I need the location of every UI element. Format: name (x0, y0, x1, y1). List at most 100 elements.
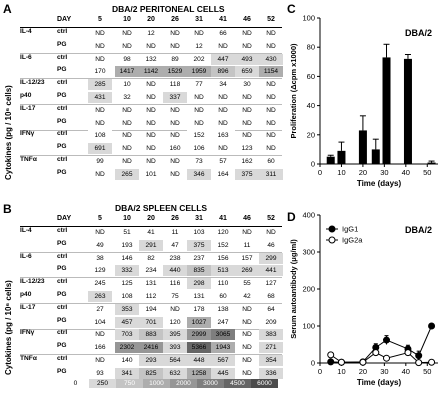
table-a-row: PG ND ND ND ND 12 ND ND ND (20, 41, 282, 52)
table-a-cell: ND (218, 119, 228, 127)
table-b-cell: 110 (211, 278, 235, 290)
chart-d-x-tick-label: 50 (423, 367, 431, 376)
table-a-cell: ND (242, 132, 252, 140)
chart-c-x-axis-label: Time (days) (357, 179, 402, 188)
chart-c-bar (382, 57, 391, 164)
table-a-cell: 163 (211, 130, 235, 142)
table-a-cell: 265 (115, 168, 139, 180)
table-b-day-31: 31 (195, 215, 203, 222)
table-b-cell: 238 (163, 252, 187, 264)
table-a-cytokine-label: IL-17 (20, 104, 36, 112)
table-b-row-separator (20, 251, 282, 253)
table-a-cell: ND (95, 106, 105, 114)
table-b-row-separator (20, 303, 282, 304)
table-a-cell: ND (266, 119, 276, 127)
table-b-cell: 82 (147, 254, 155, 262)
table-a-cell: 285 (88, 79, 112, 91)
table-b-row: IL-12/23 ctrl 245 125 131 116 298 110 55 127 (20, 278, 283, 290)
table-a-cell: 162 (235, 156, 259, 167)
table-b-row: PG 49 193 291 47 375 152 11 46 (20, 239, 282, 251)
table-a-cell: ND (170, 170, 180, 178)
table-a-cell: ND (146, 106, 156, 114)
table-a-row: IL-6 ctrl ND 98 132 89 202 447 493 430 (20, 53, 283, 65)
table-a-cell: ND (266, 30, 276, 37)
table-b-cell: ND (266, 229, 276, 236)
table-a-cell: ND (95, 119, 105, 127)
table-b-cell: 157 (235, 252, 259, 264)
table-a-cell: 89 (171, 55, 179, 63)
table-b-cell: 245 (88, 278, 112, 290)
table-a-cytokine-label: IL-6 (20, 53, 32, 61)
table-b-cell: ND (242, 229, 252, 236)
table-a-treatment-label: ctrl (57, 79, 68, 87)
table-a-cell: ND (242, 94, 252, 101)
table-a-cell: ND (146, 119, 156, 127)
table-b-treatment-label: ctrl (57, 329, 68, 337)
chart-c-bar (326, 156, 335, 164)
table-a-cell: 1154 (259, 66, 283, 78)
table-b-row: IL-4 ctrl ND 51 41 11 103 120 ND ND (20, 227, 282, 238)
table-a-cell: 1959 (187, 66, 211, 78)
chart-d-point (359, 358, 367, 366)
chart-d-x-tick-label: 40 (402, 367, 410, 376)
table-b-row: PG 93 341 825 632 1258 445 ND 336 (20, 367, 283, 379)
table-b-cell: 125 (115, 278, 139, 290)
table-a-treatment-label: ctrl (57, 130, 68, 138)
table-b-cell: 353 (115, 303, 139, 315)
table-b-cell: 5366 (187, 342, 211, 354)
table-b-cell: ND (242, 331, 252, 339)
table-b-cell: 146 (115, 252, 139, 264)
table-a-cell: ND (266, 94, 276, 101)
chart-d-point (383, 336, 391, 344)
table-a-cell: 132 (139, 53, 163, 65)
chart-d-point (428, 358, 436, 366)
table-a-cell: 164 (211, 168, 235, 180)
table-b-cell: 293 (139, 355, 163, 366)
table-a-cell: ND (194, 119, 204, 127)
table-b-cell: 120 (163, 316, 187, 328)
table-b-cell: 234 (139, 265, 163, 277)
table-a-cell: 1529 (163, 66, 187, 78)
chart-d-point (415, 359, 423, 367)
table-a-cell: ND (146, 158, 156, 165)
table-b-cell: 60 (219, 293, 227, 300)
table-a-day-20: 20 (147, 16, 155, 23)
table-b-cell: 193 (115, 239, 139, 251)
table-a-cell: ND (266, 42, 276, 50)
table-b-cell: 27 (96, 305, 104, 313)
table-a-day-52: 52 (267, 16, 275, 23)
table-b-cell: 131 (139, 278, 163, 290)
chart-d-x-tick-label: 30 (380, 367, 388, 376)
table-a-row-separator (20, 78, 282, 80)
table-b-cell: 38 (96, 254, 104, 262)
table-b-treatment-label: PG (57, 239, 67, 247)
table-a-cell: ND (242, 119, 252, 127)
chart-c-bar (403, 58, 412, 164)
table-b-treatment-label: PG (57, 291, 67, 298)
table-a-cell: 10 (123, 81, 131, 89)
table-a-cell: ND (242, 106, 252, 114)
table-b-day-header: DAY (57, 215, 72, 222)
table-b-cell: 46 (267, 241, 275, 249)
table-b-cell: 1027 (187, 316, 211, 328)
table-a-cell: 66 (219, 30, 227, 37)
table-a-cell: ND (194, 106, 204, 114)
table-a-treatment-label: ctrl (57, 28, 68, 35)
table-b-cell: 564 (163, 355, 187, 366)
table-b-row-separator (20, 328, 282, 330)
table-b-title: DBA/2 SPLEEN CELLS (115, 203, 208, 213)
table-b-treatment-label: ctrl (57, 227, 68, 234)
table-b-treatment-label: ctrl (57, 252, 68, 260)
table-b-cell: 2302 (115, 342, 139, 354)
table-b-cell: 701 (139, 316, 163, 328)
chart-d-legend-label: IgG2a (342, 236, 363, 245)
table-b-row: IL-6 ctrl 38 146 82 238 237 156 157 299 (20, 252, 283, 264)
table-a-day-26: 26 (171, 16, 179, 23)
table-b-cell: 247 (211, 316, 235, 328)
table-a-cell: ND (218, 145, 228, 153)
table-a-cell: ND (95, 55, 105, 63)
table-a-cell: 99 (96, 158, 104, 165)
table-b-cell: 703 (115, 329, 139, 341)
table-a-day-46: 46 (243, 16, 251, 23)
table-b-cell: 68 (267, 293, 275, 300)
